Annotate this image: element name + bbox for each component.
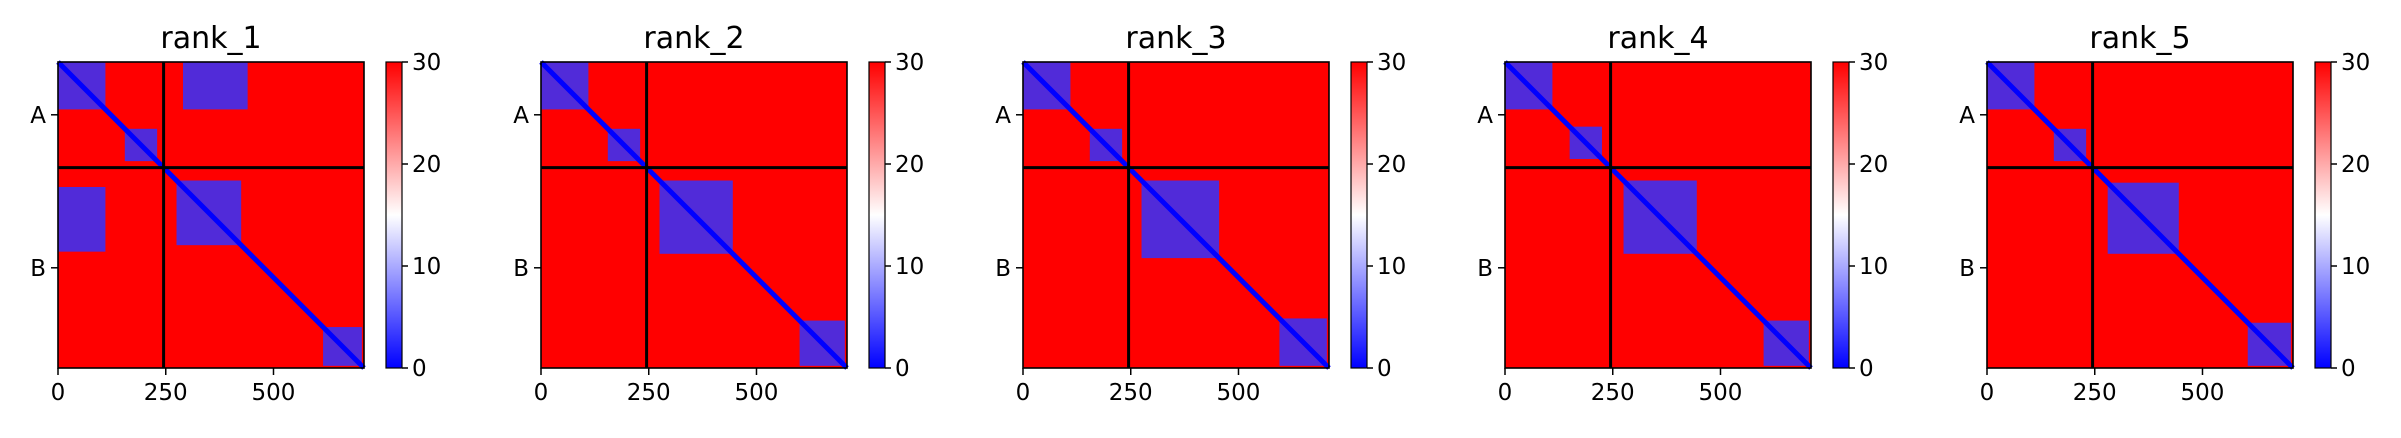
x-tick-label: 250: [1591, 380, 1635, 406]
colorbar-tick-label: 0: [895, 356, 910, 382]
chain-label: B: [1477, 256, 1493, 282]
colorbar: [1832, 61, 1850, 369]
chain-label: A: [30, 103, 46, 129]
colorbar-tick-label: 20: [1859, 152, 1888, 178]
x-tick-label: 250: [627, 380, 671, 406]
x-tick-label: 500: [735, 380, 779, 406]
colorbar: [385, 61, 403, 369]
heatmap-block: [58, 186, 106, 252]
colorbar-tick-label: 20: [2341, 152, 2370, 178]
heatmap-block: [182, 62, 248, 110]
plot-frame: [1504, 61, 1812, 369]
x-tick-label: 0: [1016, 380, 1031, 406]
panel-rank_2: rank_2 0 250 500 A B 0 10 20 30: [513, 21, 924, 406]
colorbar-tick-label: 10: [1859, 254, 1888, 280]
chain-label: B: [1959, 256, 1975, 282]
panel-title: rank_4: [1607, 21, 1708, 56]
colorbar-tick-label: 30: [2341, 50, 2370, 76]
x-tick-label: 0: [51, 380, 66, 406]
colorbar-tick-label: 20: [1377, 152, 1406, 178]
colorbar: [868, 61, 886, 369]
chain-label: B: [30, 256, 46, 282]
colorbar-tick-label: 20: [412, 152, 441, 178]
chain-label: A: [1477, 103, 1493, 129]
heatmap-diagonal: [56, 60, 366, 370]
colorbar-tick-label: 20: [895, 152, 924, 178]
colorbar-tick-label: 0: [2341, 356, 2356, 382]
x-tick-label: 0: [1498, 380, 1513, 406]
colorbar-tick-label: 30: [412, 50, 441, 76]
plot-frame: [57, 61, 365, 369]
panel-rank_1: rank_1 0 250 500 A B 0 10 20 30: [30, 21, 441, 406]
heatmap-diagonal: [1985, 60, 2295, 370]
panel-title: rank_2: [643, 21, 744, 56]
x-tick-label: 500: [2181, 380, 2225, 406]
colorbar: [2314, 61, 2332, 369]
colorbar-tick-label: 10: [2341, 254, 2370, 280]
colorbar-tick-label: 0: [412, 356, 427, 382]
x-tick-label: 500: [252, 380, 296, 406]
colorbar-tick-label: 0: [1377, 356, 1392, 382]
x-tick-label: 0: [534, 380, 549, 406]
heatmap-diagonal: [539, 60, 849, 370]
colorbar-tick-label: 30: [1377, 50, 1406, 76]
colorbar: [1350, 61, 1368, 369]
colorbar-tick-label: 10: [1377, 254, 1406, 280]
x-tick-label: 250: [2073, 380, 2117, 406]
x-tick-label: 500: [1217, 380, 1261, 406]
colorbar-tick-label: 30: [895, 50, 924, 76]
colorbar-tick-label: 0: [1859, 356, 1874, 382]
chain-label: A: [513, 103, 529, 129]
colorbar-tick-label: 30: [1859, 50, 1888, 76]
heatmap-diagonal: [1021, 60, 1331, 370]
panel-rank_3: rank_3 0 250 500 A B 0 10 20 30: [995, 21, 1406, 406]
x-tick-label: 500: [1699, 380, 1743, 406]
plot-frame: [540, 61, 848, 369]
panel-title: rank_5: [2089, 21, 2190, 56]
chain-label: B: [513, 256, 529, 282]
panel-rank_4: rank_4 0 250 500 A B 0 10 20 30: [1477, 21, 1888, 406]
panel-title: rank_3: [1125, 21, 1226, 56]
panel-rank_5: rank_5 0 250 500 A B 0 10 20 30: [1959, 21, 2370, 406]
heatmap-diagonal: [1503, 60, 1813, 370]
chain-label: B: [995, 256, 1011, 282]
plot-frame: [1022, 61, 1330, 369]
x-tick-label: 250: [1109, 380, 1153, 406]
panel-title: rank_1: [160, 21, 261, 56]
chain-label: A: [1959, 103, 1975, 129]
colorbar-tick-label: 10: [412, 254, 441, 280]
chain-label: A: [995, 103, 1011, 129]
x-tick-label: 250: [144, 380, 188, 406]
colorbar-tick-label: 10: [895, 254, 924, 280]
plot-frame: [1986, 61, 2294, 369]
x-tick-label: 0: [1980, 380, 1995, 406]
